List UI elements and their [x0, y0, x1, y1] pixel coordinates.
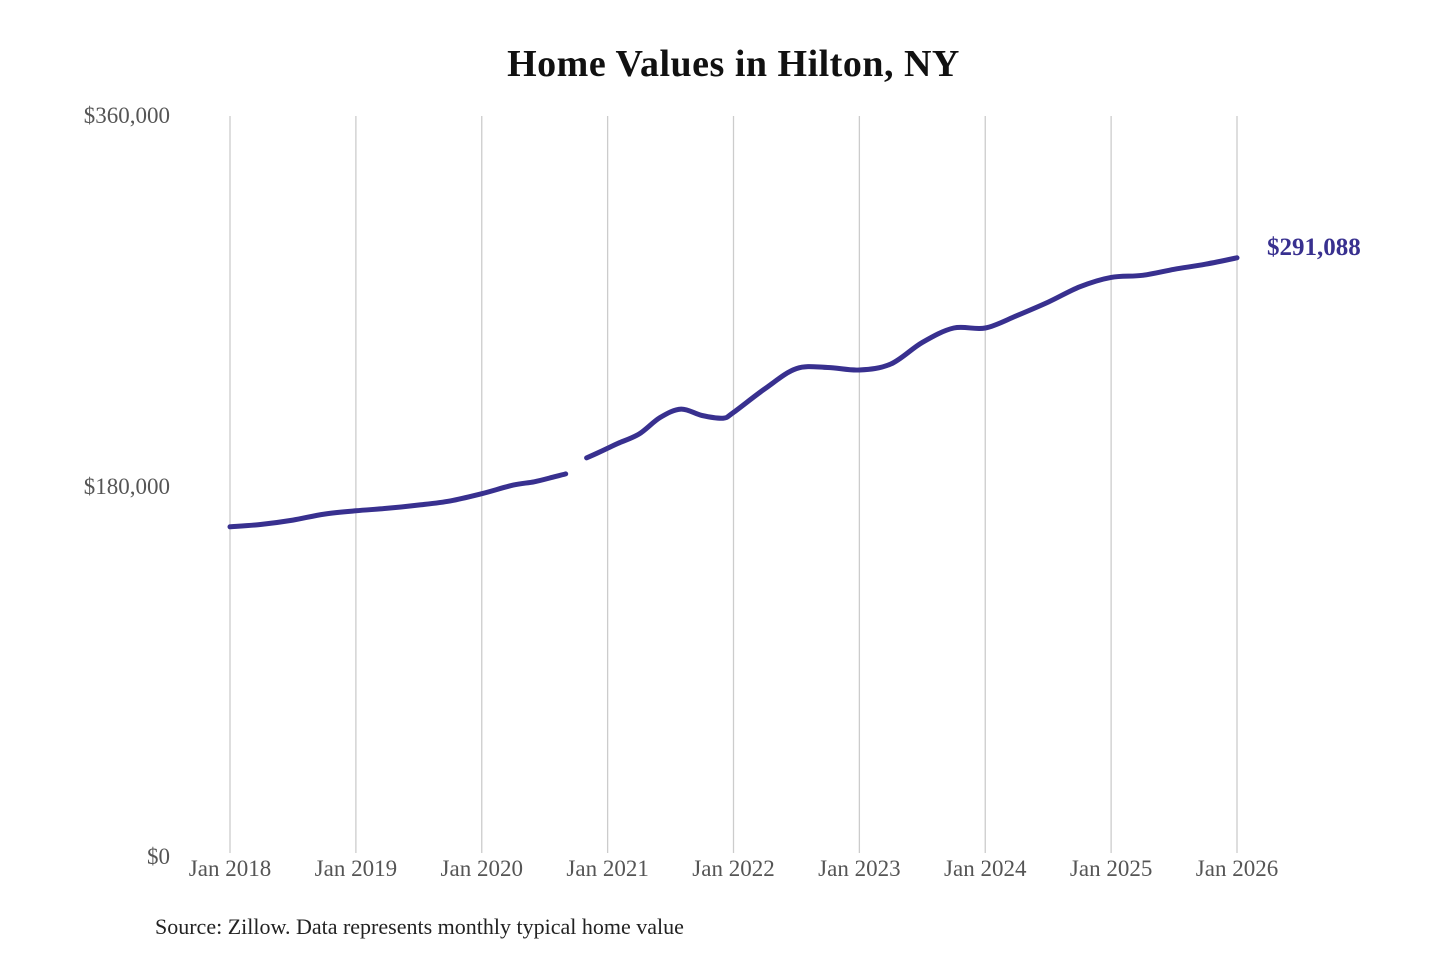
home-value-line-segment	[584, 255, 1240, 461]
y-tick-label: $0	[147, 844, 170, 869]
y-tick-label: $180,000	[83, 473, 170, 499]
x-tick-label: Jan 2021	[566, 856, 649, 881]
source-note: Source: Zillow. Data represents monthly …	[155, 914, 684, 939]
x-tick-label: Jan 2022	[692, 856, 775, 881]
x-tick-label: Jan 2024	[944, 856, 1027, 881]
x-tick-label: Jan 2023	[818, 856, 901, 881]
y-tick-label: $360,000	[83, 103, 170, 128]
x-tick-label: Jan 2019	[314, 856, 398, 881]
home-value-line	[227, 255, 1240, 530]
current-value-label: $291,088	[1267, 233, 1361, 261]
chart-title: Home Values in Hilton, NY	[507, 43, 960, 85]
x-tick-label: Jan 2026	[1195, 856, 1279, 881]
x-tick-label: Jan 2018	[188, 856, 272, 881]
gridlines	[229, 116, 1238, 853]
home-value-line-segment	[227, 471, 569, 530]
x-tick-label: Jan 2025	[1069, 856, 1153, 881]
x-tick-label: Jan 2020	[440, 856, 523, 881]
